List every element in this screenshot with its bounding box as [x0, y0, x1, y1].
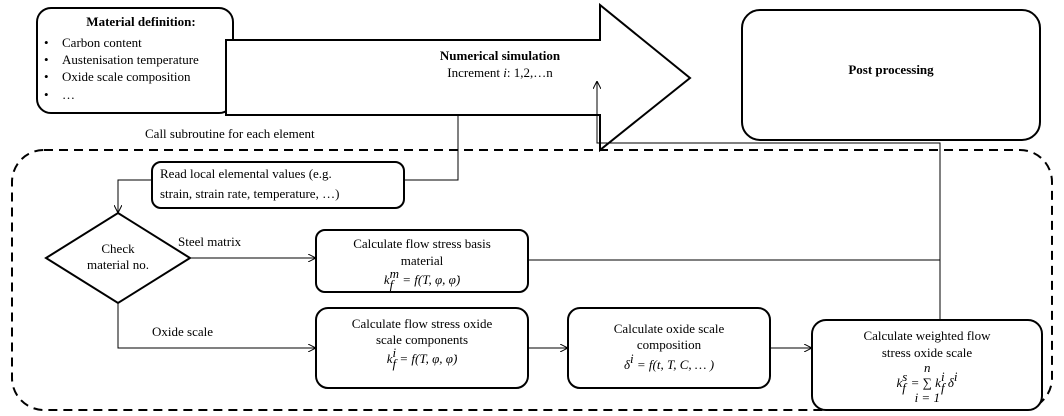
formula-sup: i	[392, 345, 396, 360]
edge-label: Call subroutine for each element	[145, 126, 315, 141]
check-line: material no.	[87, 257, 149, 272]
bullet: •	[44, 87, 49, 102]
formula-part: k	[387, 351, 393, 366]
formula-sup: i	[630, 351, 634, 366]
item: …	[62, 87, 75, 102]
formula-sup: i	[941, 369, 945, 384]
formula-sub: f	[390, 277, 396, 292]
connector	[117, 303, 315, 348]
formula-sub: f	[941, 380, 947, 395]
material-title: Material definition:	[86, 14, 195, 29]
bullet: •	[44, 69, 49, 84]
check-line: Check	[101, 241, 135, 256]
edge-label: Steel matrix	[178, 234, 242, 249]
composition-box	[567, 307, 771, 389]
formula-part: =	[907, 375, 922, 390]
formula-sub: f	[902, 380, 908, 395]
composition-line: composition	[637, 337, 702, 352]
formula-part: k	[932, 375, 941, 390]
formula-part: ∑	[923, 375, 932, 390]
oxide-line: scale components	[376, 332, 468, 347]
weighted-box	[811, 319, 1043, 411]
formula-sub: f	[392, 356, 398, 371]
edge-label: Oxide scale	[152, 324, 213, 339]
bullet: •	[44, 35, 49, 50]
formula-part: δ	[945, 375, 955, 390]
connector	[118, 179, 152, 212]
connector	[597, 82, 941, 320]
oxide-box	[315, 307, 529, 389]
formula-sup: m	[390, 266, 399, 281]
bullet: •	[44, 52, 49, 67]
formula-part: δ	[624, 357, 631, 372]
weighted-line: Calculate weighted flow	[863, 328, 991, 343]
basis-box	[315, 229, 529, 293]
weighted-line: stress oxide scale	[882, 345, 972, 360]
formula-part: k	[897, 375, 903, 390]
read-line: Read local elemental values (e.g.	[160, 166, 332, 181]
formula-over: n	[924, 360, 931, 375]
read-box	[151, 161, 405, 209]
formula-sup: s	[902, 369, 907, 384]
material-list: • Carbon content • Austenisation temperatu…	[44, 35, 199, 102]
subroutine-frame	[11, 149, 1053, 411]
simulation-title: Numerical simulation	[440, 48, 561, 63]
formula-part: k	[384, 272, 390, 287]
item: Oxide scale composition	[62, 69, 191, 84]
formula-part: = f(T, φ, φ̇)	[396, 351, 457, 366]
simulation-arrow	[225, 2, 692, 153]
formula: k mf = f(T, φ, φ̇)	[384, 266, 460, 292]
oxide-line: Calculate flow stress oxide	[352, 316, 493, 331]
basis-line: Calculate flow stress basis	[353, 236, 491, 251]
formula-part: = f(T, φ, φ̇)	[399, 272, 460, 287]
formula: k if = f(T, φ, φ̇)	[387, 345, 458, 371]
post-label: Post processing	[848, 62, 934, 77]
basis-line: material	[401, 253, 444, 268]
post-box	[741, 9, 1041, 141]
formula-under: i = 1	[915, 390, 940, 405]
read-line: strain, strain rate, temperature, …)	[160, 186, 339, 201]
connector	[404, 115, 459, 181]
simulation-subtitle: Increment i: 1,2,…n	[447, 65, 553, 80]
item: Austenisation temperature	[62, 52, 199, 67]
formula-sup: i	[954, 369, 958, 384]
formula-part: = f(t, T, C, … )	[634, 357, 714, 372]
composition-line: Calculate oxide scale	[614, 321, 725, 336]
item: Carbon content	[62, 35, 142, 50]
